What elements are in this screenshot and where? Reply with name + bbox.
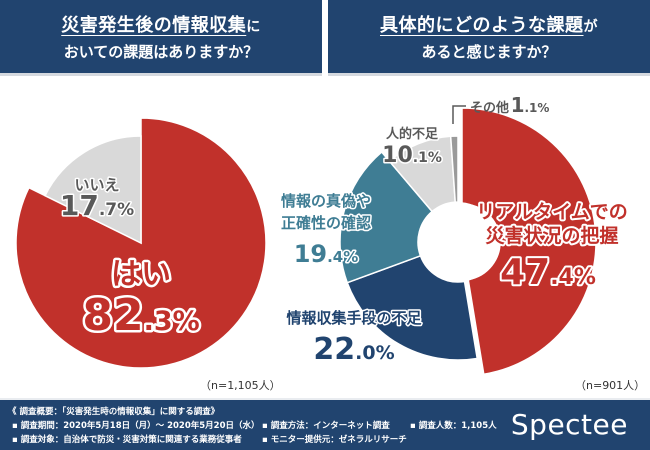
survey-summary: 《 調査概要：「災害発生時の情報収集」に関する調査》 <box>8 407 220 417</box>
slice-label-staff-shortage: 人的不足 <box>386 126 439 142</box>
leader-line-other <box>452 105 466 124</box>
right-question-header: 具体的にどのような課題が あると感じますか？ <box>328 0 650 73</box>
slice-label-other: その他 <box>470 100 509 116</box>
survey-method: ▪ 調査方法：インターネット調査 <box>262 421 390 431</box>
slice-label-verification: 正確性の確認 <box>281 214 371 232</box>
slice-label-no: いいえ <box>74 176 119 194</box>
value-label-collection-means: 22.0% <box>313 332 394 367</box>
survey-provider: ▪ モニター提供元：ゼネラルリサーチ <box>262 435 407 445</box>
left-question-suffix: に <box>246 19 261 35</box>
value-label-other: 1.1% <box>511 93 550 117</box>
survey-footer: 《 調査概要：「災害発生時の情報収集」に関する調査》 ▪ 調査期間：2020年5… <box>0 400 650 450</box>
right-sample-size: （n=901人） <box>575 379 646 392</box>
slice-label-realtime: 災害状況の把握 <box>485 224 618 247</box>
value-label-realtime: 47.4% <box>500 252 596 293</box>
slice-label-yes: はい <box>111 257 171 292</box>
spectee-logo: Spectee <box>510 408 628 441</box>
left-question-subtitle: おいての課題はありますか？ <box>63 43 259 61</box>
left-sample-size: （n=1,105人） <box>200 379 281 392</box>
survey-target: ▪ 調査対象：自治体で防災・災害対策に関連する業務従事者 <box>12 435 242 445</box>
value-label-verification: 19.4% <box>294 240 359 268</box>
slice-label-collection-means: 情報収集手段の不足 <box>286 309 422 327</box>
footer-divider <box>0 398 650 400</box>
survey-period: ▪ 調査期間：2020年5月18日（月）～ 2020年5月20日（水） <box>12 421 260 431</box>
right-question-subtitle: あると感じますか？ <box>421 43 557 61</box>
value-label-yes: 82.3% <box>82 290 199 341</box>
pie-slice-yes <box>15 117 267 369</box>
value-label-staff-shortage: 10.1% <box>382 143 442 168</box>
left-question-header: 災害発生後の情報収集に おいての課題はありますか？ <box>0 0 322 73</box>
donut-slice-realtime <box>461 107 597 376</box>
left-question-title: 災害発生後の情報収集 <box>61 15 247 36</box>
pie-slice-no <box>44 135 142 245</box>
slice-label-realtime: リアルタイムでの <box>476 201 627 223</box>
right-question-title: 具体的にどのような課題 <box>380 15 584 36</box>
header-shadow <box>0 73 322 76</box>
value-label-no: 17.7% <box>60 189 134 222</box>
right-question-suffix: が <box>583 19 598 35</box>
slice-label-verification: 情報の真偽や <box>281 192 371 210</box>
header-shadow <box>328 73 650 76</box>
donut-hole <box>418 202 498 282</box>
survey-count: ▪ 調査人数：1,105人 <box>410 421 497 431</box>
